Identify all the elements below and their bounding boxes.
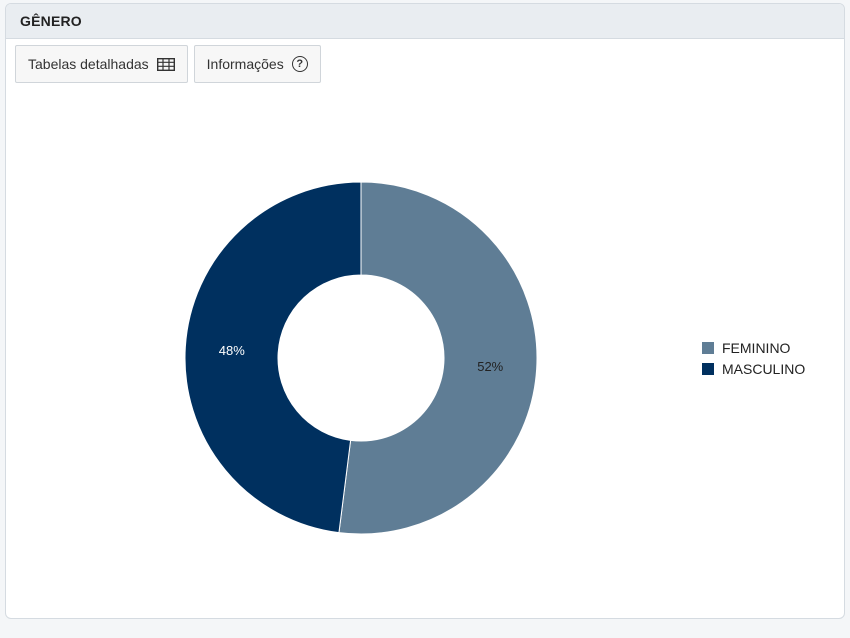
info-button[interactable]: Informações ? — [193, 45, 321, 83]
help-circle-icon: ? — [291, 56, 308, 72]
legend-swatch — [702, 341, 714, 354]
toolbar: Tabelas detalhadas Informações ? — [15, 45, 321, 83]
panel-header: GÊNERO — [6, 4, 844, 39]
panel-title: GÊNERO — [20, 13, 82, 29]
info-label: Informações — [206, 56, 284, 72]
help-glyph: ? — [291, 56, 308, 72]
legend-label: MASCULINO — [722, 360, 806, 377]
chart-legend: FEMININO MASCULINO — [702, 337, 805, 379]
detailed-tables-button[interactable]: Tabelas detalhadas — [15, 45, 188, 83]
detailed-tables-label: Tabelas detalhadas — [28, 56, 149, 72]
legend-label: FEMININO — [722, 339, 791, 356]
slice-masculino[interactable] — [184, 181, 362, 534]
slice-feminino[interactable] — [338, 181, 538, 535]
table-icon — [156, 57, 175, 71]
legend-item-masculino[interactable]: MASCULINO — [702, 358, 805, 379]
slice-label-feminino: 52% — [477, 359, 503, 374]
legend-swatch — [702, 362, 714, 375]
slice-label-masculino: 48% — [219, 343, 245, 358]
legend-item-feminino[interactable]: FEMININO — [702, 337, 805, 358]
